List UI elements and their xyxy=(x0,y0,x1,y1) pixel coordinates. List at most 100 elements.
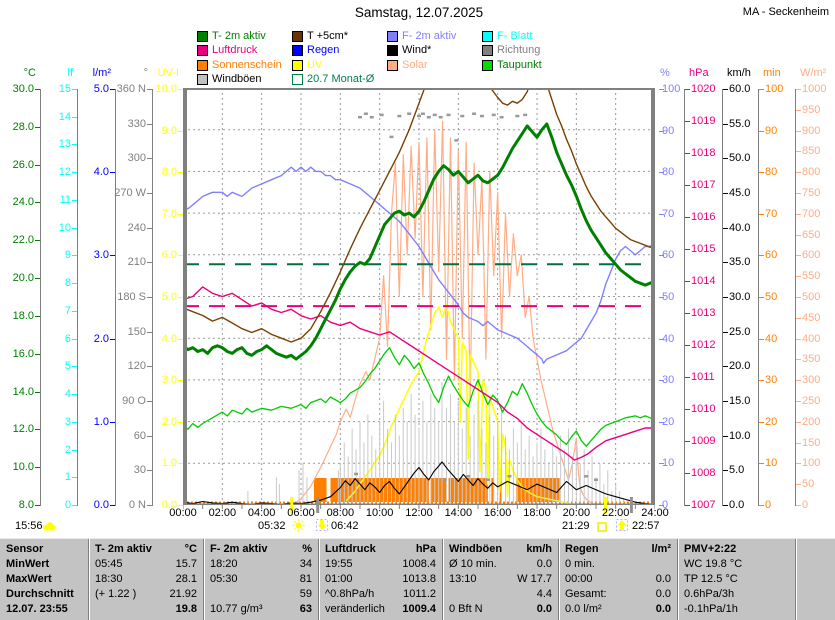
table-row: veränderlich 1009.4 xyxy=(319,602,442,616)
legend-swatch xyxy=(197,45,208,56)
table-row: 19.8 xyxy=(89,602,203,616)
axis-tick xyxy=(147,297,152,298)
axis-tick-label: 0 xyxy=(64,499,71,511)
axis-tick xyxy=(796,109,801,111)
legend-swatch xyxy=(292,31,303,42)
axis-tick xyxy=(759,172,764,174)
axis-tick-label: 0 xyxy=(802,499,809,511)
table-cell: TP 12.5 °C xyxy=(684,573,738,585)
axis-tick xyxy=(72,89,77,90)
table-row: 01:00 1013.8 xyxy=(319,572,442,586)
table-cell: 0.0 xyxy=(536,603,552,615)
axis-tick-label: 40 xyxy=(765,332,778,345)
axis-tick-label: 1014 xyxy=(691,275,716,287)
table-row: -0.1hPa/1h xyxy=(678,602,795,616)
time-axis-label: 24:00 xyxy=(641,507,669,519)
series-richtung xyxy=(354,112,598,482)
axis-tick-label: 2.0 xyxy=(93,332,109,345)
axis-tick-label: 1017 xyxy=(691,179,716,191)
legend-label: F- 2m aktiv xyxy=(402,30,457,42)
axis-tick-label: 600 xyxy=(802,249,821,262)
axis-tick-label: 800 xyxy=(802,166,821,179)
table-row: T- 2m aktiv °C xyxy=(89,542,203,556)
axis-tick xyxy=(178,89,183,90)
axis-tick-label: 100 xyxy=(765,83,784,95)
table-cell: 63 xyxy=(299,603,312,615)
axis-tick-label: 1011 xyxy=(691,371,715,383)
axis-tick xyxy=(110,255,115,257)
axis-header-kmh: km/h xyxy=(727,67,751,79)
axis-tick xyxy=(110,505,115,506)
axis-tick-label: 2 xyxy=(64,443,71,456)
axis-tick xyxy=(685,473,690,474)
moonrise-arrow-icon xyxy=(616,519,628,531)
axis-tick-label: 1010 xyxy=(691,403,716,415)
table-column: T- 2m aktiv °C 05:45 15.7 18:30 28.1 (+ 1.22 )… xyxy=(88,539,203,620)
legend-swatch xyxy=(482,60,493,71)
table-cell: % xyxy=(302,543,312,555)
axis-tick-label: 20 xyxy=(765,415,778,428)
axis-tick xyxy=(110,421,115,423)
table-cell: 05:45 xyxy=(95,558,123,570)
axis-tick xyxy=(72,366,77,368)
axis-tick-label: 0 N xyxy=(128,499,146,511)
series-windboeen xyxy=(247,381,625,503)
axis-tick-label: 300 xyxy=(802,374,821,387)
table-row: 13:10 W 17.7 xyxy=(443,572,558,586)
axis-tick-label: 180 S xyxy=(117,291,146,303)
table-cell: WC 19.8 °C xyxy=(684,558,743,570)
axis-tick xyxy=(723,123,728,125)
axis-tick-label: 30.0 xyxy=(729,291,751,303)
axis-tick xyxy=(110,338,115,340)
axis-tick-label: 10 xyxy=(765,457,778,470)
table-row: 10.77 g/m³ 63 xyxy=(204,602,318,616)
legend-swatch xyxy=(292,74,303,85)
table-cell: l/m² xyxy=(651,543,671,555)
axis-tick-label: 40.0 xyxy=(729,221,751,234)
axis-tick xyxy=(147,123,152,125)
axis-tick-label: 650 xyxy=(802,228,821,241)
table-row: 0 Bft N 0.0 xyxy=(443,602,558,616)
table-row: Ø 10 min. 0.0 xyxy=(443,557,558,571)
axis-tick-label: 60 xyxy=(133,429,146,442)
table-cell: 4.4 xyxy=(536,588,552,600)
table-row: 0.6hPa/3h xyxy=(678,587,795,601)
axis-tick-label: 250 xyxy=(802,395,821,407)
axis-tick xyxy=(178,463,183,465)
axis-header-uvi: UV-I xyxy=(157,67,179,79)
time-axis-label: 22:00 xyxy=(601,507,630,519)
axis-tick xyxy=(685,313,690,314)
axis-tick xyxy=(110,172,115,174)
axis-tick-label: 90 O xyxy=(122,395,146,407)
series-luftdruck xyxy=(183,286,655,461)
table-cell: 15.7 xyxy=(175,558,197,570)
table-cell: 12.07. 23:55 xyxy=(6,603,68,615)
sunrise-time: 05:32 xyxy=(258,520,286,532)
axis-tick-label: 12 xyxy=(58,166,71,179)
table-column: Windböen km/h Ø 10 min. 0.0 13:10 W 17.7 4.4 0 … xyxy=(442,539,558,620)
axis-tick-label: 20.0 xyxy=(12,272,34,285)
series-t2m xyxy=(183,122,655,361)
axis-tick xyxy=(35,240,40,242)
legend-swatch xyxy=(387,45,398,56)
axis-tick-label: 7 xyxy=(64,304,71,317)
axis-tick xyxy=(35,429,40,431)
axis-tick-label: 1015 xyxy=(691,243,716,255)
legend-label: UV xyxy=(307,59,323,71)
table-cell: 28.1 xyxy=(175,573,197,585)
table-cell: 1008.4 xyxy=(402,558,436,570)
axis-tick-label: 6.0 xyxy=(161,249,177,262)
axis-tick-label: 330 xyxy=(127,117,146,130)
table-row: 0 min. xyxy=(559,557,677,571)
axis-tick-label: 1012 xyxy=(691,339,716,351)
chart-legend: T- 2m aktiv T +5cm* F- 2m aktiv F- Blatt Luf… xyxy=(0,0,835,90)
axis-tick xyxy=(659,297,664,298)
axis-tick-label: 3.0 xyxy=(93,249,109,262)
axis-tick xyxy=(72,477,77,479)
table-cell: 81 xyxy=(299,573,312,585)
legend-label: Luftdruck xyxy=(212,44,258,56)
axis-tick-label: 10 xyxy=(58,221,71,234)
axis-tick-label: 1013 xyxy=(691,307,716,319)
table-cell: 0.0 xyxy=(655,588,671,600)
legend-swatch xyxy=(292,45,303,56)
